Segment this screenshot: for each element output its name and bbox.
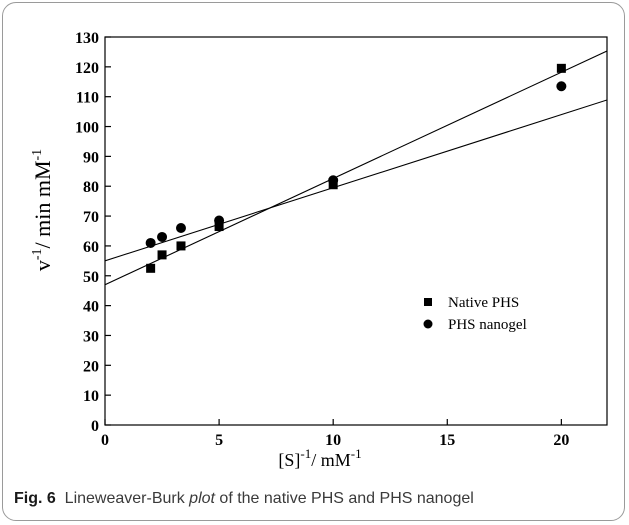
fit-line-1 [105,50,607,286]
y-tick-label: 50 [83,269,99,286]
figure-number: Fig. 6 [14,490,56,507]
phs-nanogel-point [145,237,156,248]
x-tick-label: 15 [439,432,455,449]
axes: 0 10 20 30 40 50 60 70 80 90 100 110 120 130 0 5 10 15 20 [75,30,608,449]
native-phs-point [146,263,156,273]
plot-border [104,36,608,426]
y-tick-label: 10 [83,388,99,405]
y-tick-label: 0 [91,418,99,435]
y-tick-label: 70 [83,209,99,226]
y-tick-label: 110 [76,90,99,107]
native-phs-point [157,250,167,260]
y-tick-label: 120 [75,60,99,77]
legend: Native PHS PHS nanogel [423,295,527,333]
native-phs-point [556,63,566,73]
x-axis-label: [S]-1/ mM-1 [278,446,361,470]
fit-line-2 [105,99,607,262]
y-tick-label: 90 [83,149,99,166]
x-tick-label: 10 [325,432,341,449]
y-tick-label: 80 [83,179,99,196]
native-phs-point [214,222,224,232]
phs-nanogel-point [214,215,225,226]
fit-lines [105,50,607,286]
y-tick-label: 100 [75,120,99,137]
y-tick-label: 30 [83,328,99,345]
y-tick-label: 130 [75,30,99,47]
caption-text-before: Lineweaver-Burk [64,490,190,507]
x-tick-label: 20 [553,432,569,449]
x-tick-label: 5 [215,432,223,449]
data-points [145,63,567,273]
phs-nanogel-point [175,223,186,234]
phs-nanogel-point [328,175,339,186]
legend-label: PHS nanogel [448,317,527,333]
figure-caption: Fig. 6 Lineweaver-Burk plot of the nativ… [14,490,614,508]
phs-nanogel-point [157,231,168,242]
y-tick-label: 60 [83,239,99,256]
legend-label: Native PHS [448,295,519,311]
figure-frame [2,2,625,521]
caption-text-after: of the native PHS and PHS nanogel [214,490,474,507]
y-axis-label: v-1/ min mM-1 [30,149,55,271]
native-phs-point [176,241,186,251]
y-tick-label: 40 [83,299,99,316]
legend-marker-square [424,298,432,306]
phs-nanogel-point [556,81,567,92]
y-tick-label: 20 [83,358,99,375]
x-tick-label: 0 [101,432,109,449]
caption-text-italic: plot [189,490,215,507]
legend-marker-circle [423,319,433,329]
